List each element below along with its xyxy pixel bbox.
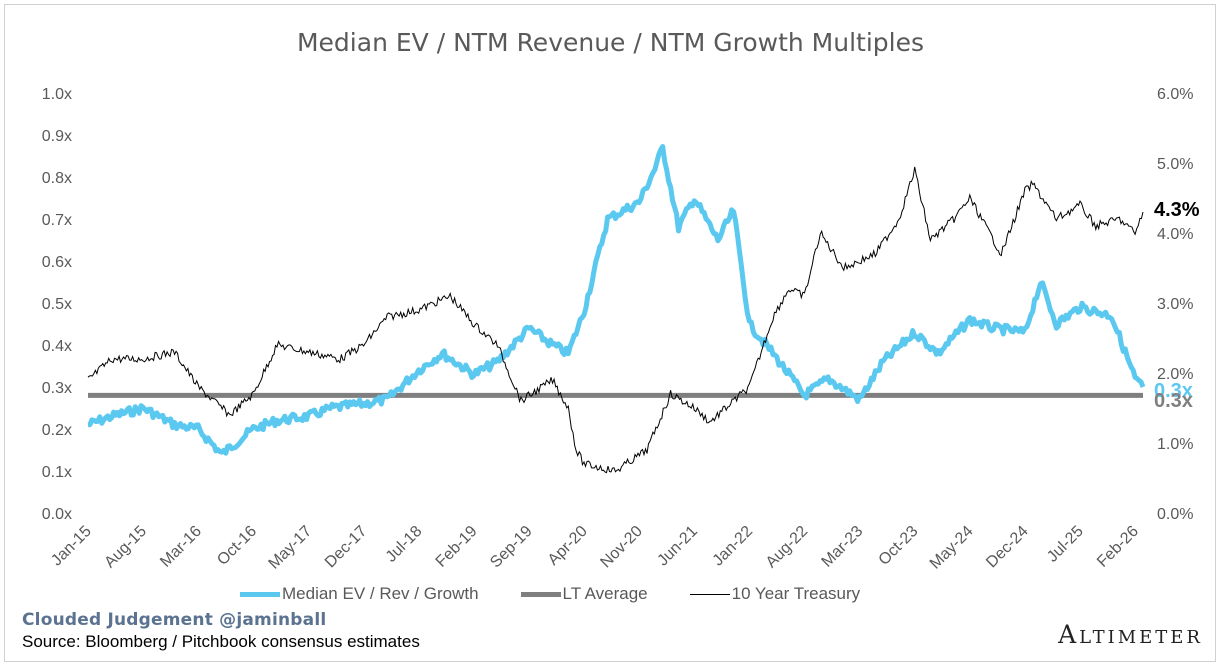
- x-tick-label: Apr-20: [545, 523, 591, 569]
- y-left-tick-label: 0.2x: [42, 422, 72, 439]
- y-right-tick-label: 4.0%: [1157, 226, 1193, 243]
- y-right-tick-label: 2.0%: [1157, 366, 1193, 383]
- chart-title: Median EV / NTM Revenue / NTM Growth Mul…: [296, 28, 925, 57]
- legend-label-median: Median EV / Rev / Growth: [282, 584, 479, 603]
- x-tick-label: May-17: [266, 523, 316, 573]
- legend-swatch-lt-average: [520, 591, 561, 597]
- x-tick-label: Dec-17: [322, 523, 371, 572]
- y-left-tick-label: 0.7x: [42, 212, 72, 229]
- x-tick-label: Nov-20: [597, 523, 646, 572]
- y-left-tick-label: 0.4x: [42, 338, 72, 355]
- y-left-tick-label: 0.8x: [42, 170, 72, 187]
- legend-swatch-treasury: [689, 593, 730, 595]
- legend-item-lt-average: LT Average: [520, 584, 648, 604]
- y-right-tick-label: 3.0%: [1157, 296, 1193, 313]
- x-tick-label: Mar-16: [157, 523, 205, 571]
- x-tick-label: Aug-15: [101, 523, 150, 572]
- y-right-tick-label: 5.0%: [1157, 156, 1193, 173]
- chart-legend: Median EV / Rev / Growth LT Average 10 Y…: [240, 584, 902, 604]
- y-left-tick-label: 0.1x: [42, 464, 72, 481]
- source-text: Source: Bloomberg / Pitchbook consensus …: [22, 632, 420, 651]
- legend-item-treasury: 10 Year Treasury: [689, 584, 861, 604]
- y-right-tick-label: 6.0%: [1157, 86, 1193, 103]
- median-ev-line: [87, 144, 1146, 456]
- x-tick-label: Oct-16: [214, 523, 260, 569]
- y-left-tick-label: 0.0x: [42, 506, 72, 523]
- x-tick-label: Aug-22: [763, 523, 812, 572]
- x-tick-label: Jul-18: [383, 523, 426, 566]
- chart-frame: [4, 4, 1216, 662]
- x-tick-label: Jun-21: [654, 523, 701, 570]
- x-tick-label: Feb-19: [433, 523, 481, 571]
- x-tick-label: Jul-25: [1044, 523, 1087, 566]
- y-right-tick-label: 0.0%: [1157, 506, 1193, 523]
- y-left-tick-label: 0.6x: [42, 254, 72, 271]
- x-tick-label: Feb-26: [1094, 523, 1142, 571]
- x-tick-label: Jan-22: [710, 523, 757, 570]
- y-left-tick-label: 0.9x: [42, 128, 72, 145]
- legend-item-median: Median EV / Rev / Growth: [240, 584, 479, 604]
- treasury-line: [87, 166, 1144, 474]
- x-tick-label: Sep-19: [487, 523, 536, 572]
- y-left-tick-label: 1.0x: [42, 86, 72, 103]
- lt-average-end-label: 0.3x: [1154, 390, 1193, 413]
- y-right-tick-label: 1.0%: [1157, 436, 1193, 453]
- x-tick-label: Dec-24: [983, 523, 1032, 572]
- legend-label-lt-average: LT Average: [562, 584, 648, 603]
- legend-swatch-median: [240, 591, 280, 597]
- legend-label-treasury: 10 Year Treasury: [731, 584, 861, 603]
- x-tick-label: Jan-15: [48, 523, 95, 570]
- x-tick-label: May-24: [927, 523, 977, 573]
- brand-logo: Altimeter: [1058, 620, 1203, 649]
- treasury-end-label: 4.3%: [1154, 199, 1200, 221]
- x-tick-label: Mar-23: [819, 523, 867, 571]
- y-left-tick-label: 0.5x: [42, 296, 72, 313]
- median-end-label: 0.3x: [1154, 380, 1193, 402]
- credit-text: Clouded Judgement @jaminball: [22, 610, 327, 630]
- y-left-tick-label: 0.3x: [42, 380, 72, 397]
- x-tick-label: Oct-23: [876, 523, 922, 569]
